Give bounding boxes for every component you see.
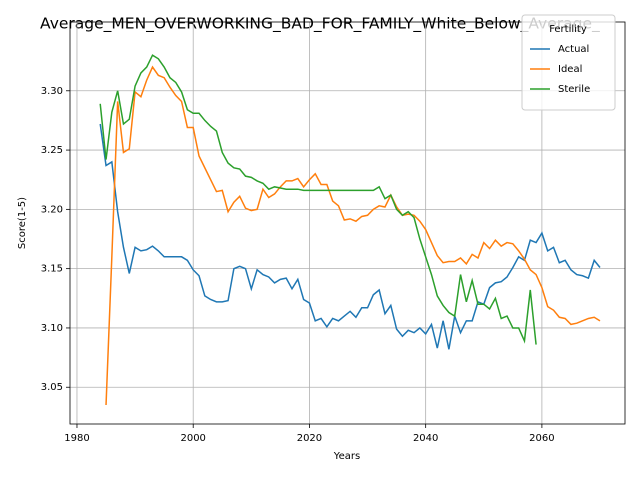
y-tick-label: 3.30	[41, 86, 63, 97]
x-tick-label: 2060	[529, 433, 554, 444]
legend-title: Fertility	[549, 24, 587, 35]
x-tick-label: 2040	[413, 433, 438, 444]
line-series	[99, 123, 601, 350]
x-tick-label: 1980	[64, 433, 89, 444]
legend-label: Sterile	[558, 84, 590, 95]
y-tick-label: 3.05	[41, 382, 63, 393]
plot-frame	[69, 21, 626, 425]
legend: Fertility Actual Ideal Sterile	[521, 14, 616, 111]
y-axis-label: Score(1-5)	[17, 197, 28, 249]
legend-label: Actual	[558, 44, 589, 55]
chart-title: Average_MEN_OVERWORKING_BAD_FOR_FAMILY_W…	[40, 15, 600, 34]
x-tick-label: 2020	[297, 433, 322, 444]
y-tick-label: 3.20	[41, 204, 63, 215]
line-series	[105, 65, 601, 406]
y-tick-label: 3.10	[41, 323, 63, 334]
x-axis-label: Years	[333, 451, 360, 462]
y-tick-label: 3.25	[41, 145, 63, 156]
line-series	[99, 54, 537, 345]
legend-label: Ideal	[558, 64, 582, 75]
y-tick-label: 3.15	[41, 264, 63, 275]
legend-box	[521, 14, 616, 111]
x-tick-label: 2000	[180, 433, 205, 444]
